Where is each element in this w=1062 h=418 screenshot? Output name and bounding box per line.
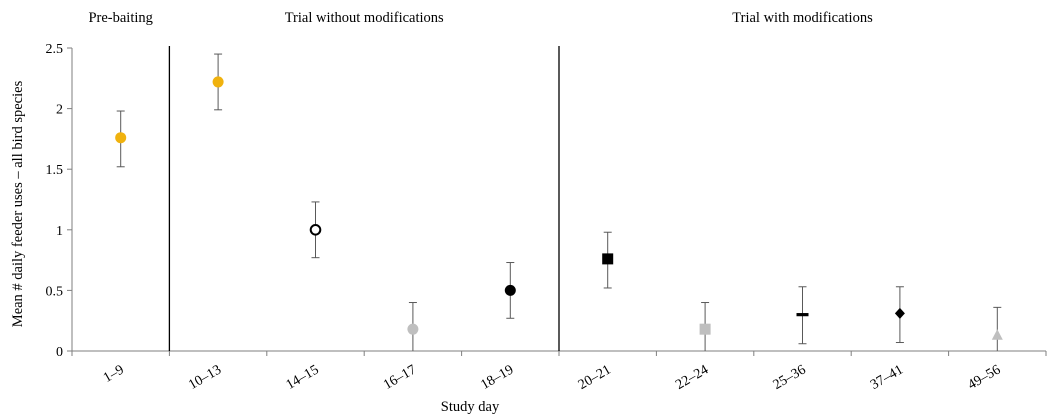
data-point-circle (115, 132, 127, 144)
x-tick-label: 25–36 (771, 362, 809, 392)
x-tick-label: 18–19 (478, 362, 516, 392)
x-axis-label: Study day (441, 399, 500, 415)
y-tick-label: 2 (56, 103, 63, 118)
x-tick-label: 10–13 (186, 362, 224, 392)
data-point-square (602, 253, 614, 265)
x-tick-label: 22–24 (673, 362, 711, 392)
data-point-dash (796, 313, 809, 317)
section-label: Trial with modifications (732, 10, 873, 26)
x-tick-label: 49–56 (965, 362, 1003, 392)
x-tick-label: 1–9 (101, 362, 127, 385)
x-tick-label: 14–15 (284, 362, 322, 392)
data-point-circle (407, 323, 419, 335)
y-tick-label: 1 (56, 224, 63, 239)
data-point-open-circle (309, 224, 322, 236)
data-point-square (699, 323, 711, 335)
data-point-triangle (991, 329, 1003, 340)
section-label: Trial without modifications (285, 10, 444, 26)
data-point-circle (504, 284, 516, 296)
y-tick-label: 0.5 (46, 284, 64, 299)
x-tick-label: 20–21 (576, 362, 614, 392)
y-tick-label: 1.5 (46, 163, 64, 178)
y-tick-label: 2.5 (46, 42, 64, 57)
data-point-diamond (894, 307, 905, 319)
data-point-circle (212, 76, 224, 88)
section-label: Pre-baiting (88, 10, 152, 26)
x-tick-label: 16–17 (381, 362, 419, 392)
y-tick-label: 0 (56, 345, 63, 360)
y-axis-label: Mean # daily feeder uses – all bird spec… (10, 80, 26, 327)
x-tick-label: 37–41 (868, 362, 906, 392)
